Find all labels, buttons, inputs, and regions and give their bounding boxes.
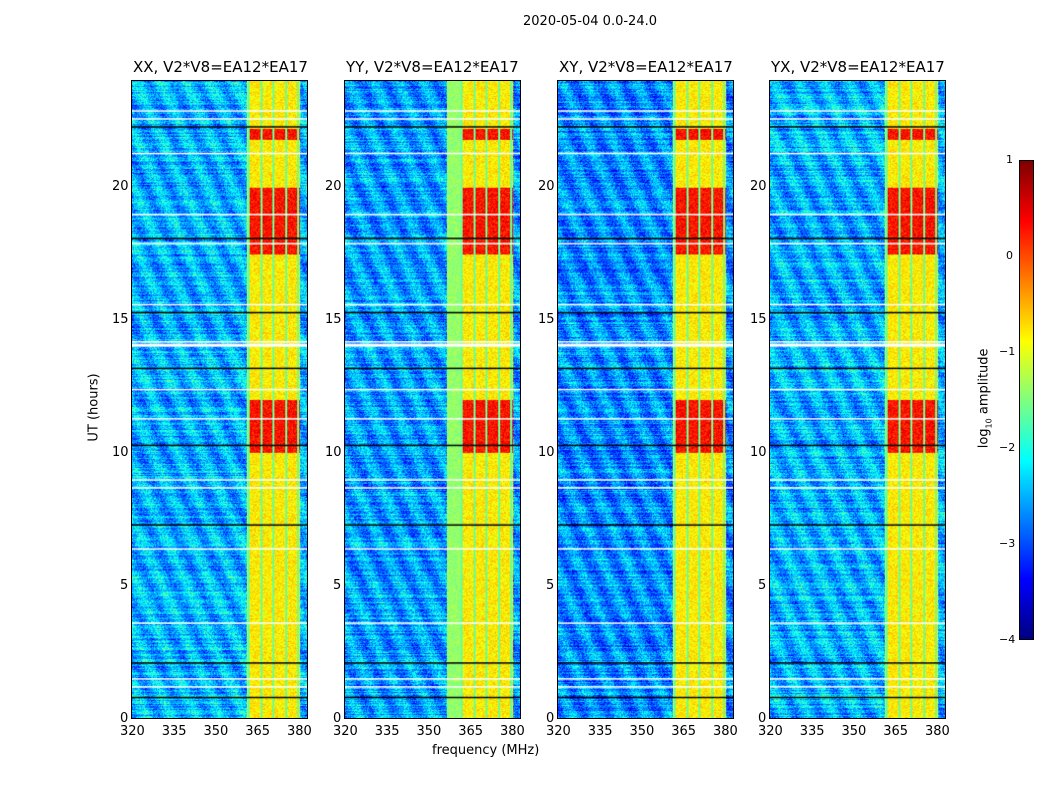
x-tick-label: 350 [416, 724, 442, 739]
y-tick-label: 20 [750, 178, 767, 194]
x-tick-label: 380 [924, 724, 950, 739]
x-tick-label: 335 [161, 724, 187, 739]
y-tick-label: 10 [112, 444, 129, 460]
x-tick-label: 350 [629, 724, 655, 739]
colorbar-label: log10 amplitude [976, 348, 994, 449]
heatmap-image [770, 81, 945, 718]
panel-title: XY, V2*V8=EA12*EA17 [559, 58, 733, 76]
y-tick-label: 15 [750, 311, 767, 327]
colorbar-tick-label: −2 [999, 441, 1016, 454]
x-axis-label: frequency (MHz) [432, 743, 540, 758]
y-tick-label: 10 [750, 444, 767, 460]
x-tick-label: 365 [671, 724, 697, 739]
x-tick-label: 335 [799, 724, 825, 739]
x-tick-label: 320 [120, 724, 145, 739]
y-tick-label: 15 [112, 311, 129, 327]
y-tick-label: 10 [538, 444, 555, 460]
y-tick-label: 0 [546, 711, 555, 726]
y-tick-label: 20 [112, 178, 129, 194]
heatmap-panel [769, 80, 946, 719]
y-tick-label: 5 [333, 577, 342, 593]
x-tick-label: 350 [203, 724, 229, 739]
y-tick-label: 10 [325, 444, 342, 460]
heatmap-image [345, 81, 520, 718]
x-tick-label: 320 [546, 724, 571, 739]
heatmap-panel [131, 80, 308, 719]
colorbar-tick-label: −4 [999, 633, 1016, 646]
y-tick-label: 0 [120, 711, 129, 726]
y-tick-label: 15 [538, 311, 555, 327]
y-tick-label: 5 [758, 577, 767, 593]
figure-title: 2020-05-04 0.0-24.0 [523, 14, 657, 29]
panel-title: YY, V2*V8=EA12*EA17 [346, 58, 519, 76]
x-tick-label: 365 [245, 724, 271, 739]
y-axis-label: UT (hours) [86, 373, 102, 442]
x-tick-label: 320 [333, 724, 358, 739]
x-tick-label: 350 [841, 724, 867, 739]
colorbar-tick-label: −1 [999, 345, 1016, 358]
x-tick-label: 380 [712, 724, 738, 739]
x-tick-label: 380 [499, 724, 525, 739]
x-tick-label: 320 [758, 724, 783, 739]
y-tick-label: 0 [333, 711, 342, 726]
heatmap-panel [557, 80, 734, 719]
y-tick-label: 5 [120, 577, 129, 593]
y-tick-label: 5 [546, 577, 555, 593]
colorbar-tick-label: −3 [999, 537, 1016, 550]
x-tick-label: 380 [286, 724, 312, 739]
colorbar-tick-label: 0 [1006, 249, 1013, 262]
x-tick-label: 335 [587, 724, 613, 739]
x-tick-label: 365 [458, 724, 484, 739]
y-tick-label: 0 [758, 711, 767, 726]
y-tick-label: 20 [325, 178, 342, 194]
panel-title: XX, V2*V8=EA12*EA17 [133, 58, 308, 76]
x-tick-label: 335 [374, 724, 400, 739]
heatmap-image [558, 81, 733, 718]
y-tick-label: 15 [325, 311, 342, 327]
colorbar [1019, 160, 1034, 640]
heatmap-image [132, 81, 307, 718]
panel-title: YX, V2*V8=EA12*EA17 [771, 58, 945, 76]
x-tick-label: 365 [883, 724, 909, 739]
heatmap-panel [344, 80, 521, 719]
y-tick-label: 20 [538, 178, 555, 194]
colorbar-tick-label: 1 [1006, 153, 1013, 166]
